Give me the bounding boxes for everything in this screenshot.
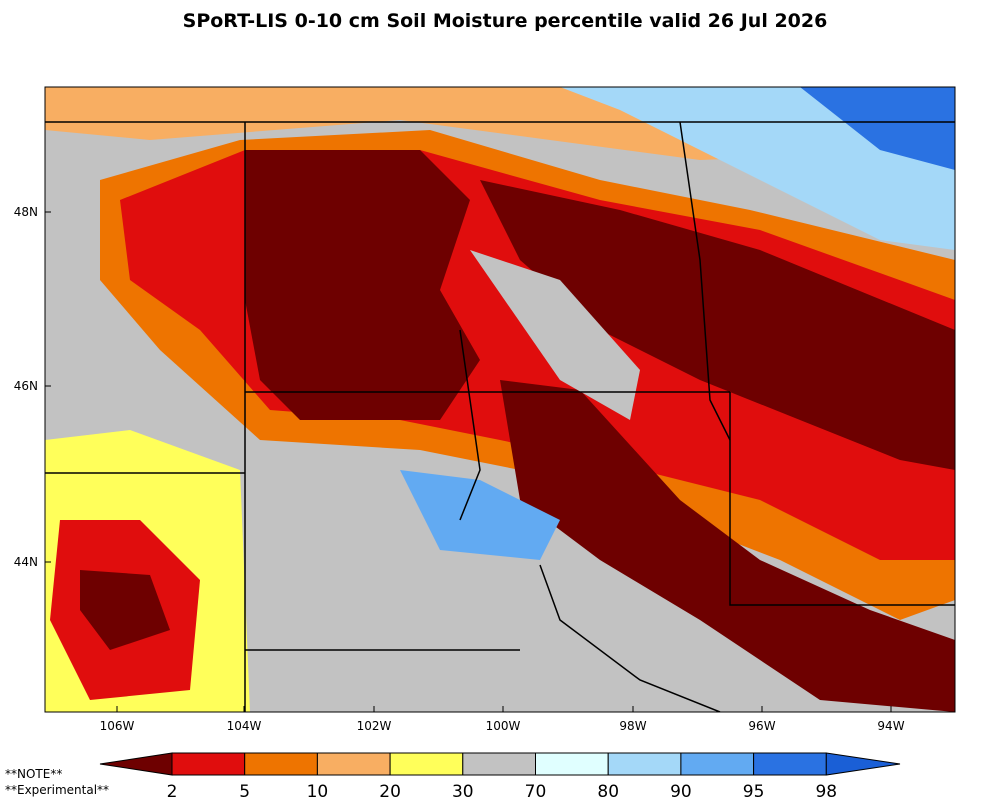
colorbar-label: 90 bbox=[670, 782, 692, 800]
colorbar-label: 20 bbox=[379, 782, 401, 800]
map-frame bbox=[44, 86, 956, 713]
lon-label: 106W bbox=[100, 719, 135, 733]
lat-label: 46N bbox=[14, 379, 38, 393]
lat-label: 48N bbox=[14, 205, 38, 219]
colorbar-label: 30 bbox=[452, 782, 474, 800]
colorbar-box bbox=[607, 752, 682, 776]
lat-label: 44N bbox=[14, 555, 38, 569]
colorbar-arrow bbox=[99, 752, 173, 776]
colorbar-label: 10 bbox=[307, 782, 329, 800]
colorbar-box bbox=[244, 752, 318, 776]
colorbar-label: 5 bbox=[239, 782, 250, 800]
colorbar-label: 2 bbox=[167, 782, 178, 800]
colorbar-box bbox=[389, 752, 464, 776]
lon-label: 102W bbox=[357, 719, 392, 733]
map-field bbox=[45, 87, 955, 712]
colorbar-label: 98 bbox=[815, 782, 837, 800]
colorbar-box bbox=[462, 752, 536, 776]
lon-label: 104W bbox=[227, 719, 262, 733]
colorbar-arrow bbox=[825, 752, 901, 776]
colorbar-label: 80 bbox=[597, 782, 619, 800]
axes: 48N 46N 44N 106W 104W 102W 100W 98W 96W 94W bbox=[14, 205, 905, 733]
colorbar-box bbox=[316, 752, 391, 776]
colorbar: 2 5 10 20 30 70 80 90 95 98 bbox=[99, 752, 901, 800]
colorbar-box bbox=[753, 752, 827, 776]
lon-label: 100W bbox=[486, 719, 521, 733]
note: **NOTE** bbox=[5, 767, 62, 781]
lon-label: 98W bbox=[619, 719, 646, 733]
lon-label: 94W bbox=[877, 719, 904, 733]
note: **Experimental** bbox=[5, 783, 109, 797]
colorbar-label: 95 bbox=[743, 782, 765, 800]
colorbar-box bbox=[171, 752, 246, 776]
colorbar-label: 70 bbox=[525, 782, 547, 800]
lon-label: 96W bbox=[748, 719, 775, 733]
title: SPoRT-LIS 0-10 cm Soil Moisture percenti… bbox=[183, 10, 828, 32]
colorbar-box bbox=[680, 752, 755, 776]
colorbar-box bbox=[535, 752, 609, 776]
